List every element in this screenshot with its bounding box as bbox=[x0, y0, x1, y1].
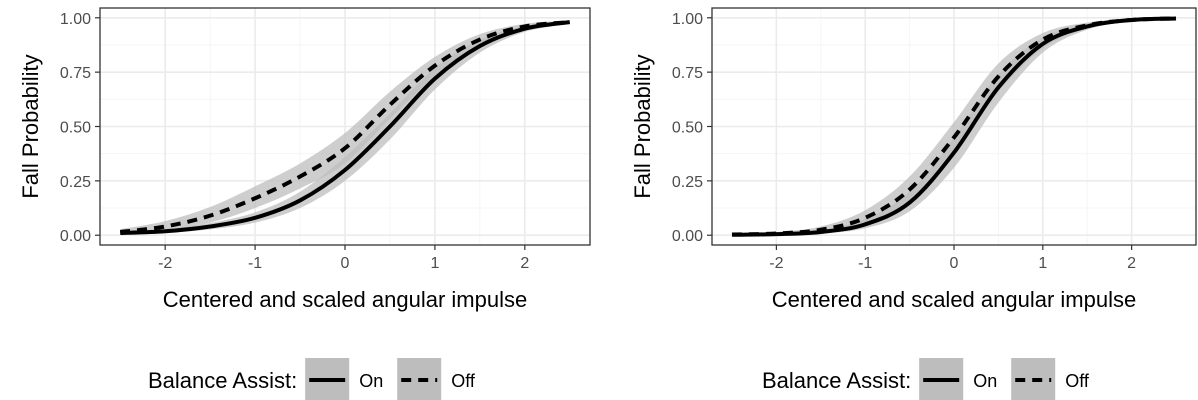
x-tick-label: -2 bbox=[158, 255, 172, 272]
y-tick-label: 0.50 bbox=[672, 120, 703, 137]
y-axis-title: Fall Probability bbox=[630, 54, 655, 198]
x-axis-title: Centered and scaled angular impulse bbox=[772, 287, 1136, 312]
chart-right: -2 -1 0 1 2 0.00 0.25 0.50 0.75 1.00 Centered and … bbox=[630, 7, 1197, 400]
series-line-off bbox=[731, 16, 1177, 237]
x-tick-label: 2 bbox=[520, 255, 529, 272]
y-tick-label: 1.00 bbox=[60, 11, 91, 28]
y-axis-title: Fall Probability bbox=[18, 54, 43, 198]
confidence-band-off bbox=[731, 18, 1177, 236]
y-tick-label: 0.75 bbox=[672, 65, 703, 82]
x-tick-label: 0 bbox=[341, 255, 350, 272]
chart-left: -2 -1 0 1 2 0.00 0.25 0.50 0.75 1.00 Centered and … bbox=[18, 7, 591, 400]
x-axis-title: Centered and scaled angular impulse bbox=[163, 287, 527, 312]
y-tick-label: 0.25 bbox=[672, 174, 703, 191]
legend-label-off: Off bbox=[451, 371, 476, 391]
legend-label-on: On bbox=[359, 371, 383, 391]
x-tick-label: -2 bbox=[769, 255, 783, 272]
x-tick-label: 2 bbox=[1127, 255, 1136, 272]
legend-label-off: Off bbox=[1065, 371, 1090, 391]
x-tick-label: 1 bbox=[430, 255, 439, 272]
legend: Balance Assist: On Off bbox=[148, 358, 476, 400]
x-tick-label: 1 bbox=[1038, 255, 1047, 272]
series-line-off bbox=[119, 20, 570, 234]
x-tick-label: -1 bbox=[858, 255, 872, 272]
y-tick-label: 0.25 bbox=[60, 174, 91, 191]
legend-label-on: On bbox=[973, 371, 997, 391]
y-tick-label: 0.75 bbox=[60, 65, 91, 82]
y-tick-label: 0.00 bbox=[60, 228, 91, 245]
y-tick-label: 0.00 bbox=[672, 228, 703, 245]
x-tick-label: -1 bbox=[248, 255, 262, 272]
y-tick-label: 0.50 bbox=[60, 120, 91, 137]
x-tick-label: 0 bbox=[950, 255, 959, 272]
legend: Balance Assist: On Off bbox=[762, 358, 1090, 400]
legend-title: Balance Assist: bbox=[762, 368, 911, 393]
series-line-on bbox=[120, 20, 571, 236]
legend-title: Balance Assist: bbox=[148, 368, 297, 393]
y-tick-label: 1.00 bbox=[672, 11, 703, 28]
